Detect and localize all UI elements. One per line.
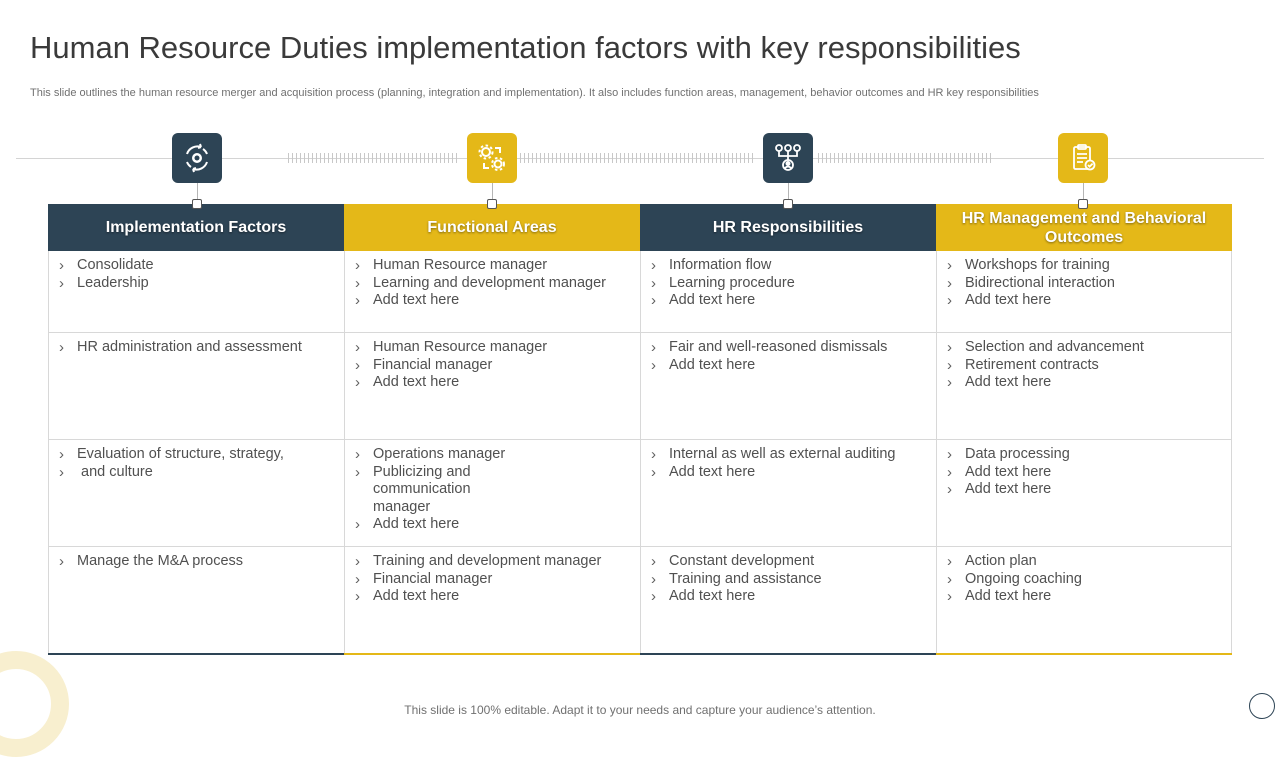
refresh-cycle-icon	[172, 133, 222, 183]
list-item: Add text here	[651, 588, 926, 606]
header-hr-management-outcomes: HR Management and Behavioral Outcomes	[936, 204, 1232, 251]
table-cell: Internal as well as external auditing Ad…	[640, 440, 936, 546]
connector-knob	[1078, 199, 1088, 209]
list-item: Add text here	[947, 464, 1221, 482]
list-item: Training and assistance	[651, 571, 926, 589]
table-cell: Constant development Training and assist…	[640, 547, 936, 653]
footer-note: This slide is 100% editable. Adapt it to…	[404, 703, 876, 717]
list-item: Internal as well as external auditing	[651, 446, 926, 464]
list-item: Selection and advancement	[947, 339, 1221, 357]
list-item: Operations manager	[355, 446, 630, 464]
header-hr-responsibilities: HR Responsibilities	[640, 204, 936, 251]
header-implementation-factors: Implementation Factors	[48, 204, 344, 251]
table-cell: Action plan Ongoing coaching Add text he…	[936, 547, 1232, 653]
table-cell: HR administration and assessment	[48, 333, 344, 439]
table-row: HR administration and assessment Human R…	[48, 333, 1232, 440]
list-item: Workshops for training	[947, 257, 1221, 275]
list-item: Fair and well-reasoned dismissals	[651, 339, 926, 357]
list-item: Add text here	[651, 464, 926, 482]
table-cell: Training and development manager Financi…	[344, 547, 640, 653]
list-item: Add text here	[355, 588, 630, 606]
connector-knob	[783, 199, 793, 209]
clipboard-check-icon	[1058, 133, 1108, 183]
list-item: and culture	[59, 464, 334, 482]
list-item: Leadership	[59, 275, 334, 293]
list-item: Human Resource manager	[355, 257, 630, 275]
responsibilities-table: Implementation Factors Functional Areas …	[48, 204, 1232, 655]
list-item: Add text here	[355, 516, 630, 534]
timeline-ticks	[288, 153, 460, 163]
table-cell: Manage the M&A process	[48, 547, 344, 653]
list-item: Learning procedure	[651, 275, 926, 293]
list-item: Financial manager	[355, 571, 630, 589]
table-cell: Operations manager Publicizing and commu…	[344, 440, 640, 546]
list-item: Add text here	[947, 481, 1221, 499]
list-item: HR administration and assessment	[59, 339, 334, 357]
list-item: Information flow	[651, 257, 926, 275]
list-item: Evaluation of structure, strategy,	[59, 446, 334, 464]
list-item: Add text here	[651, 357, 926, 375]
header-functional-areas: Functional Areas	[344, 204, 640, 251]
page-title: Human Resource Duties implementation fac…	[30, 30, 1021, 65]
list-item: Consolidate	[59, 257, 334, 275]
list-item: Learning and development manager	[355, 275, 630, 293]
timeline-ticks	[520, 153, 756, 163]
gears-icon	[467, 133, 517, 183]
list-item: Retirement contracts	[947, 357, 1221, 375]
table-row: Manage the M&A process Training and deve…	[48, 547, 1232, 653]
connector-knob	[487, 199, 497, 209]
list-item: Human Resource manager	[355, 339, 630, 357]
list-item: Action plan	[947, 553, 1221, 571]
org-network-icon	[763, 133, 813, 183]
table-cell: Selection and advancement Retirement con…	[936, 333, 1232, 439]
corner-circle-icon	[1249, 693, 1275, 719]
list-item: Add text here	[355, 374, 630, 392]
table-bottom-accent	[48, 653, 1232, 655]
table-cell: Human Resource manager Learning and deve…	[344, 251, 640, 332]
connector-knob	[192, 199, 202, 209]
page-subtitle: This slide outlines the human resource m…	[30, 87, 1039, 99]
list-item: Financial manager	[355, 357, 630, 375]
list-item: Add text here	[947, 588, 1221, 606]
table-cell: Fair and well-reasoned dismissals Add te…	[640, 333, 936, 439]
table-cell: Evaluation of structure, strategy, and c…	[48, 440, 344, 546]
table-row: Consolidate Leadership Human Resource ma…	[48, 251, 1232, 333]
list-item: Add text here	[355, 292, 630, 310]
table-cell: Information flow Learning procedure Add …	[640, 251, 936, 332]
list-item: Manage the M&A process	[59, 553, 334, 571]
table-row: Evaluation of structure, strategy, and c…	[48, 440, 1232, 547]
table-cell: Human Resource manager Financial manager…	[344, 333, 640, 439]
table-header-row: Implementation Factors Functional Areas …	[48, 204, 1232, 251]
list-item: Bidirectional interaction	[947, 275, 1221, 293]
list-item: Training and development manager	[355, 553, 630, 571]
list-item: Constant development	[651, 553, 926, 571]
list-item: Add text here	[947, 292, 1221, 310]
list-item: Add text here	[651, 292, 926, 310]
table-cell: Consolidate Leadership	[48, 251, 344, 332]
list-item: Publicizing and communication manager	[355, 464, 523, 517]
list-item: Add text here	[947, 374, 1221, 392]
table-cell: Workshops for training Bidirectional int…	[936, 251, 1232, 332]
timeline-ticks	[818, 153, 994, 163]
table-cell: Data processing Add text here Add text h…	[936, 440, 1232, 546]
list-item: Ongoing coaching	[947, 571, 1221, 589]
list-item: Data processing	[947, 446, 1221, 464]
